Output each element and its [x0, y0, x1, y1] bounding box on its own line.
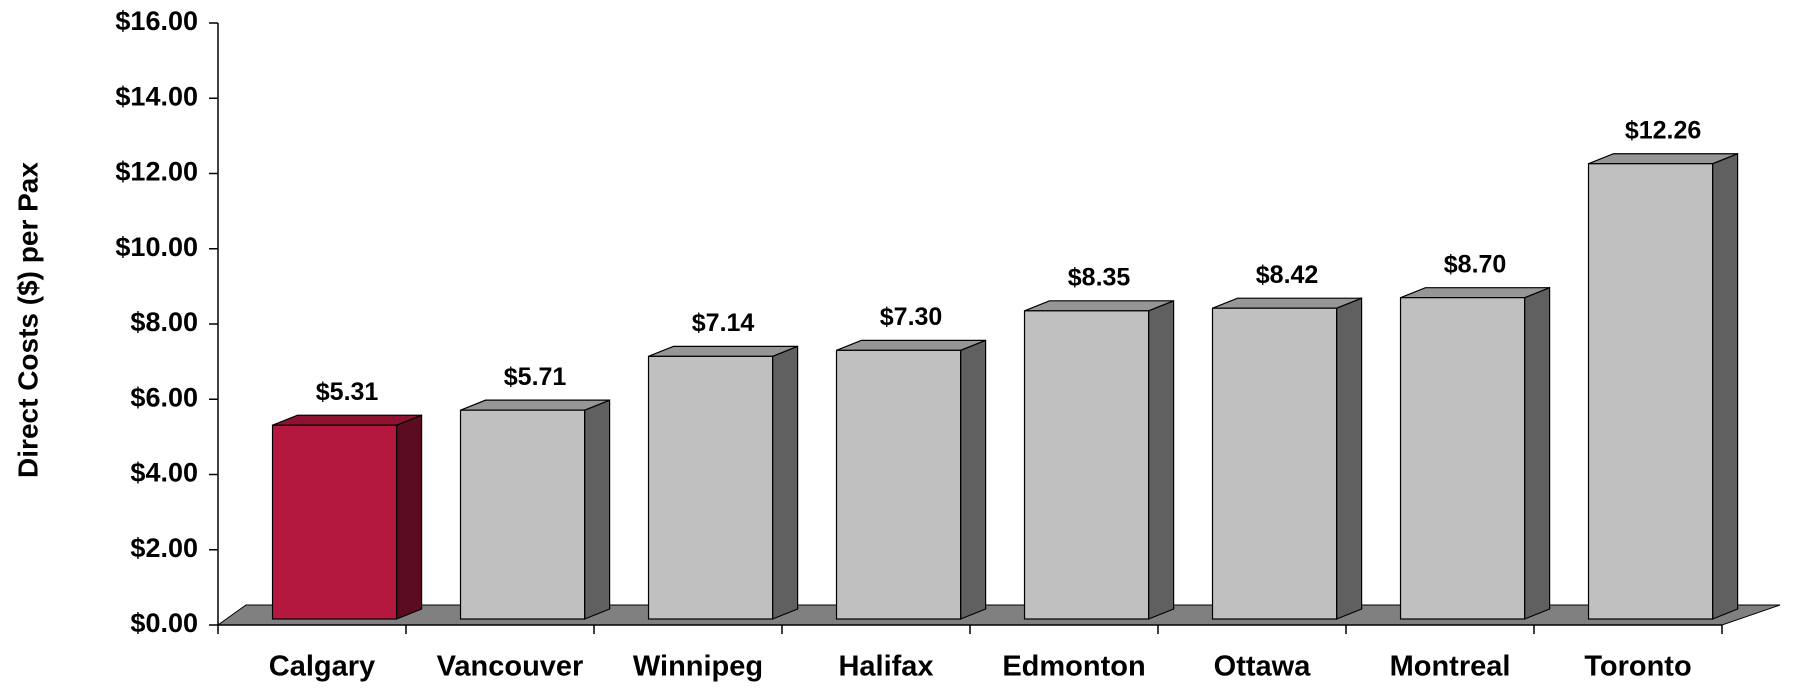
y-tick-label: $10.00: [115, 232, 198, 262]
y-tick-label: $16.00: [115, 6, 198, 36]
bar-side: [396, 414, 423, 620]
x-tick-label: Ottawa: [1214, 651, 1312, 683]
bar-top: [272, 414, 422, 426]
bar-side: [771, 345, 799, 620]
bar-top: [1024, 300, 1174, 312]
bar-top: [1588, 153, 1738, 165]
y-tick-label: $8.00: [130, 307, 198, 337]
value-label: $8.42: [1256, 261, 1319, 289]
y-tick-label: $2.00: [130, 533, 198, 563]
value-label: $7.14: [692, 309, 755, 337]
bar: [835, 349, 962, 620]
x-tick-label: Halifax: [838, 651, 933, 683]
y-axis-label: Direct Costs ($) per Pax: [12, 162, 43, 478]
y-tick-label: $6.00: [130, 382, 198, 412]
y-tick-label: $12.00: [115, 157, 198, 187]
bar: [647, 355, 774, 620]
value-label: $8.70: [1444, 250, 1507, 278]
value-label: $5.31: [316, 378, 379, 406]
value-label: $7.30: [880, 303, 943, 331]
value-label: $5.71: [504, 363, 567, 391]
bar-top: [648, 345, 798, 357]
value-label: $8.35: [1068, 263, 1131, 291]
bar-side: [583, 399, 611, 620]
x-tick-label: Montreal: [1390, 651, 1511, 683]
bar-top: [1212, 297, 1362, 309]
y-tick-label: $4.00: [130, 458, 198, 488]
bar-top: [460, 399, 610, 411]
x-tick-label: Edmonton: [1002, 651, 1145, 683]
bar-side: [959, 339, 987, 620]
bar: [1023, 310, 1150, 620]
bar-top: [1400, 287, 1550, 299]
bar: [271, 424, 398, 620]
x-tick-label: Toronto: [1584, 651, 1691, 683]
bar-side: [1147, 299, 1175, 620]
bar-side: [1335, 297, 1363, 620]
bar-top: [836, 339, 986, 351]
x-tick-label: Winnipeg: [633, 651, 763, 683]
bar-side: [1523, 286, 1551, 620]
x-tick-label: Calgary: [269, 651, 375, 683]
x-tick-label: Vancouver: [437, 651, 584, 683]
bar: [1399, 297, 1526, 620]
bar-side: [1711, 152, 1739, 620]
bar: [1587, 163, 1714, 620]
y-tick-label: $14.00: [115, 81, 198, 111]
y-tick-label: $0.00: [130, 608, 198, 638]
bar: [459, 409, 586, 620]
bar: [1211, 307, 1338, 620]
value-label: $12.26: [1625, 116, 1701, 144]
